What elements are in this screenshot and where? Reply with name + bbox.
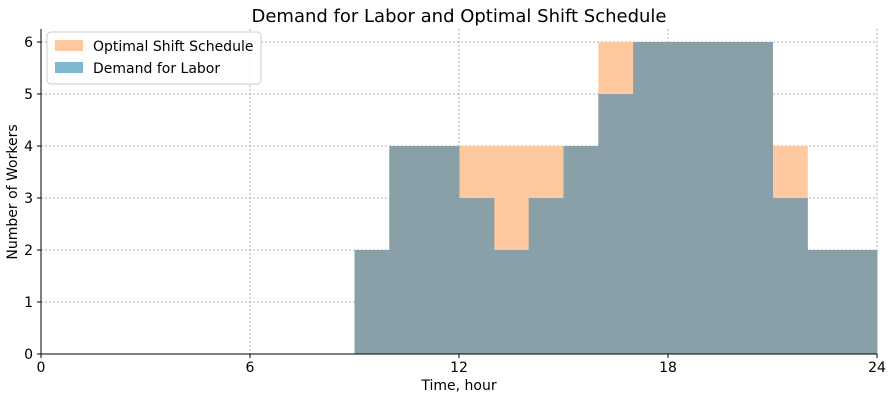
- x-tick-label: 24: [868, 360, 886, 376]
- y-tick-label: 6: [24, 35, 33, 51]
- area-step-demand-for-labor: [737, 42, 773, 354]
- x-axis-label: Time, hour: [420, 378, 496, 394]
- y-tick-label: 3: [24, 191, 33, 207]
- y-tick-label: 5: [24, 87, 33, 103]
- legend-label-optimal-shift-schedule: Optimal Shift Schedule: [93, 39, 253, 55]
- legend-label-demand-for-labor: Demand for Labor: [93, 61, 220, 77]
- area-step-demand-for-labor: [807, 250, 843, 354]
- series-layer: [354, 42, 878, 354]
- area-step-demand-for-labor: [354, 250, 390, 354]
- y-tick-label: 4: [24, 139, 33, 155]
- y-axis-label: Number of Workers: [5, 124, 21, 259]
- area-step-demand-for-labor: [702, 42, 739, 354]
- legend-swatch-demand-for-labor: [55, 62, 83, 73]
- y-tick-label: 1: [24, 295, 33, 311]
- area-step-demand-for-labor: [633, 42, 669, 354]
- y-tick-label: 0: [24, 347, 33, 363]
- area-step-demand-for-labor: [842, 250, 878, 354]
- area-step-demand-for-labor: [598, 94, 634, 354]
- y-tick-label: 2: [24, 243, 33, 259]
- legend-swatch-optimal-shift-schedule: [55, 40, 83, 51]
- area-step-demand-for-labor: [563, 146, 599, 354]
- area-step-demand-for-labor: [668, 42, 704, 354]
- x-tick-label: 0: [37, 360, 46, 376]
- x-tick-label: 12: [450, 360, 468, 376]
- area-step-demand-for-labor: [493, 250, 530, 354]
- x-tick-label: 6: [246, 360, 255, 376]
- area-step-demand-for-labor: [389, 146, 425, 354]
- legend: Optimal Shift Schedule Demand for Labor: [46, 31, 262, 85]
- chart-title: Demand for Labor and Optimal Shift Sched…: [251, 6, 666, 27]
- area-step-demand-for-labor: [772, 198, 808, 354]
- area-step-demand-for-labor: [424, 146, 460, 354]
- area-step-demand-for-labor: [459, 198, 495, 354]
- x-tick-label: 18: [659, 360, 677, 376]
- area-step-demand-for-labor: [528, 198, 564, 354]
- legend-frame: [46, 31, 262, 85]
